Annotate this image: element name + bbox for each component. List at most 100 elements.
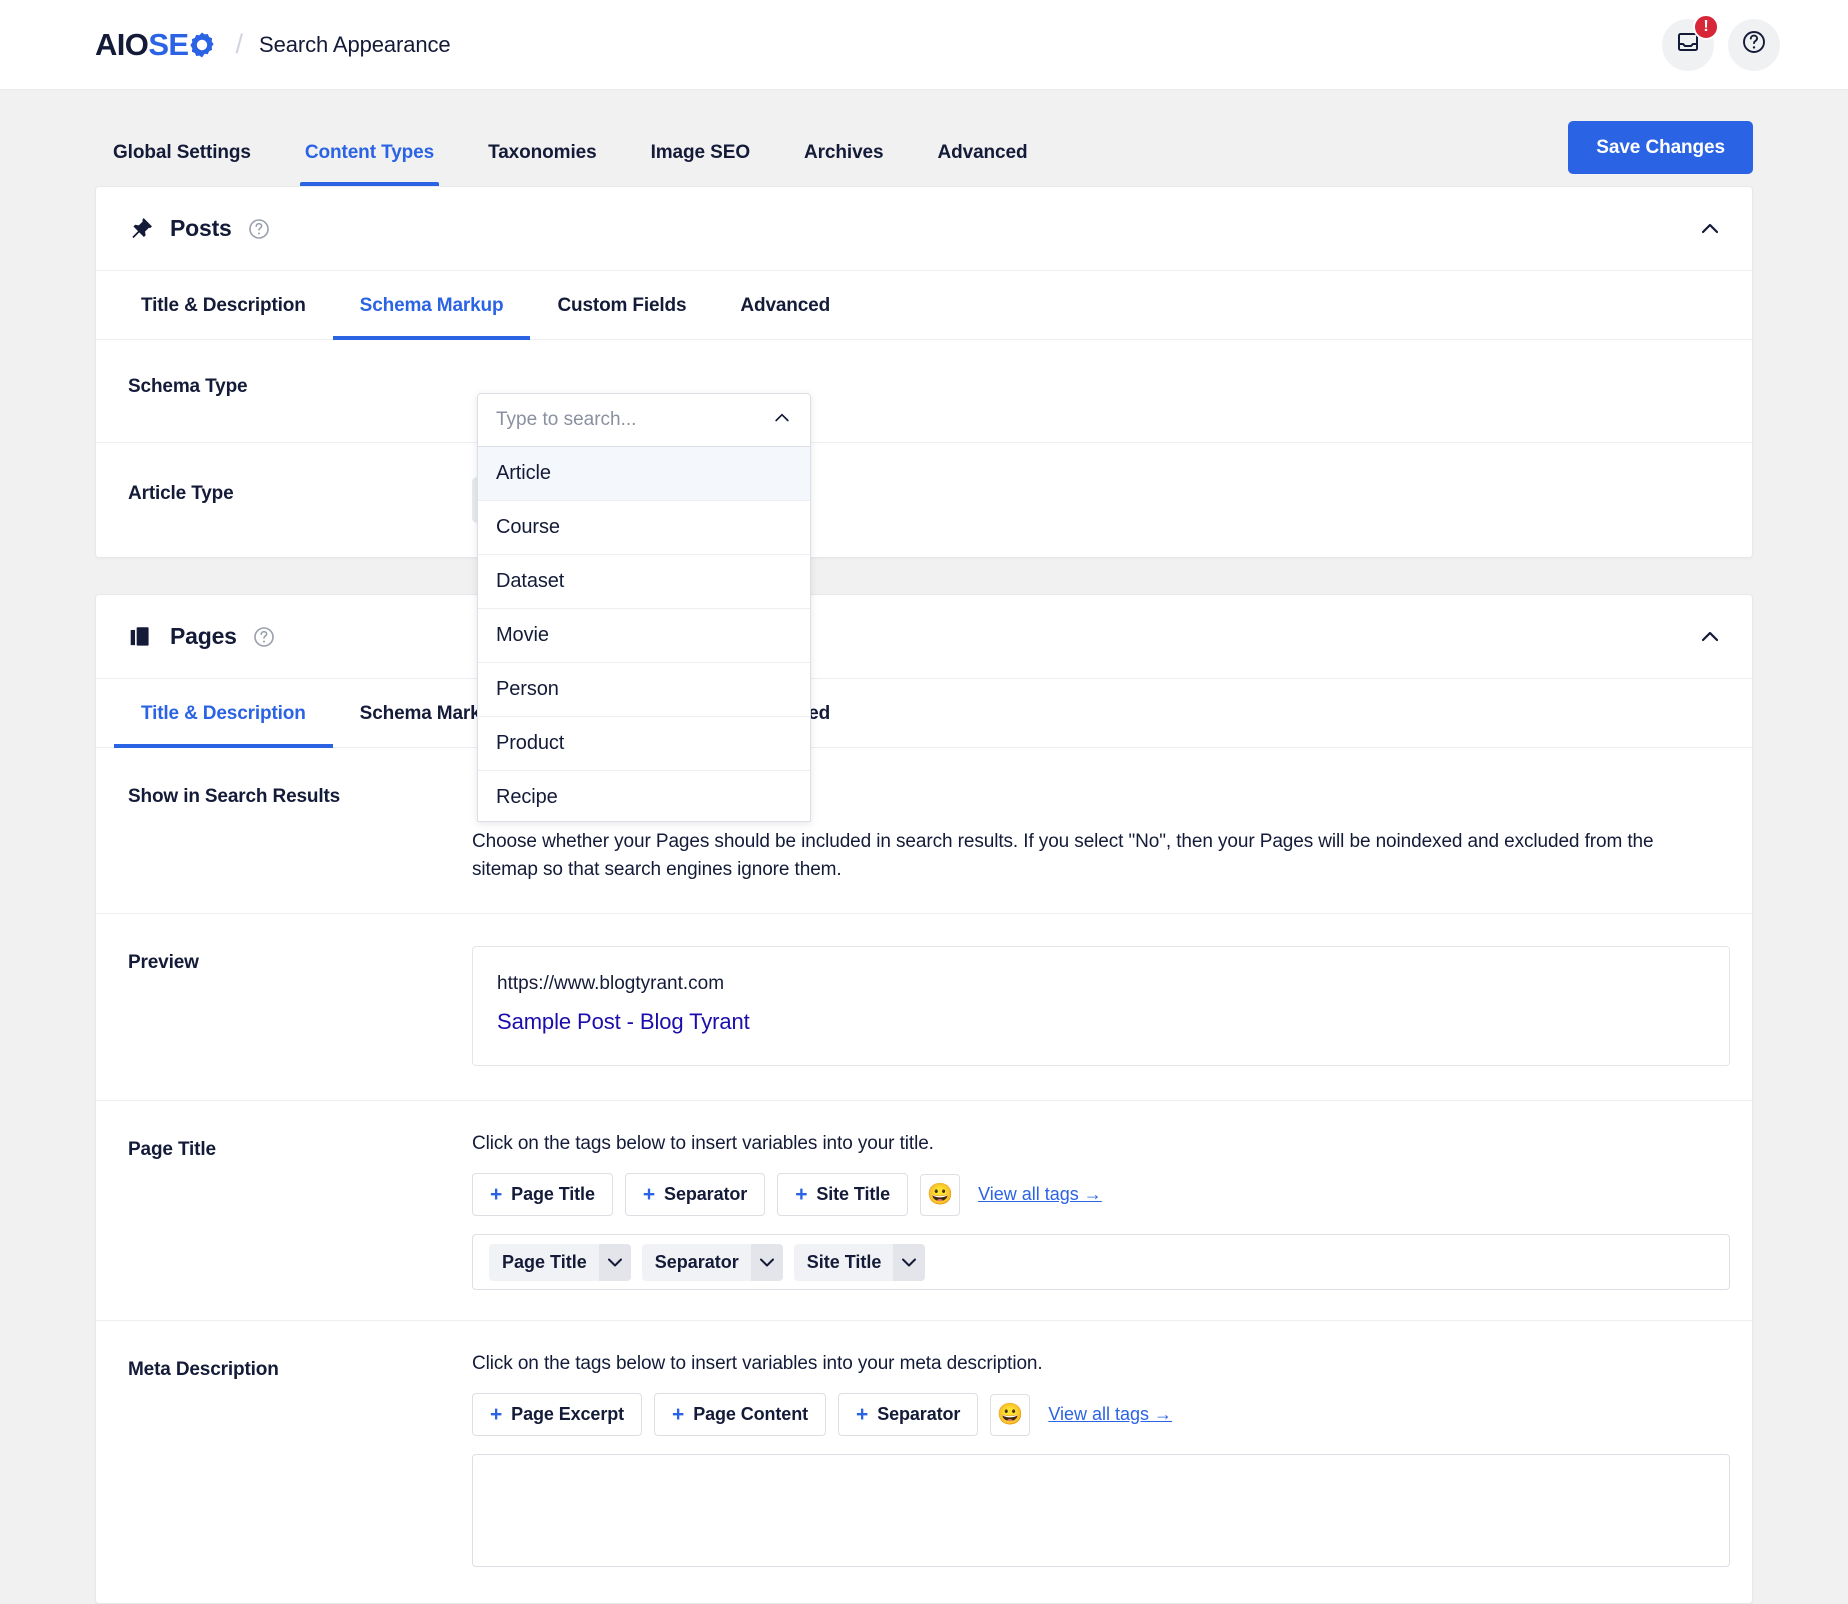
dropdown-option-person[interactable]: Person	[478, 663, 810, 717]
schema-type-option-list[interactable]: Article Course Dataset Movie Person Prod…	[477, 447, 811, 822]
tab-image-seo[interactable]: Image SEO	[650, 142, 751, 163]
help-button[interactable]	[1728, 18, 1780, 71]
pages-subtab-schema-markup[interactable]: Schema Markup	[359, 703, 504, 724]
tab-taxonomies[interactable]: Taxonomies	[488, 142, 597, 163]
schema-type-row: Schema Type	[96, 340, 1752, 443]
grinning-face-icon[interactable]: 😀	[920, 1173, 961, 1216]
token-site-title[interactable]: Site Title	[793, 1243, 926, 1281]
pushpin-icon	[128, 216, 154, 242]
article-type-row: Article Type le	[96, 443, 1752, 557]
posts-card-header[interactable]: Posts	[96, 187, 1752, 271]
insert-tag-site-title-button[interactable]: + Site Title	[777, 1173, 909, 1217]
pages-card: Pages Title & Description Schema Markup …	[95, 594, 1753, 1604]
view-all-tags-link[interactable]: View all tags →	[978, 1184, 1102, 1205]
tag-label: Page Content	[693, 1404, 809, 1425]
token-label: Separator	[654, 1251, 739, 1272]
tab-content-types[interactable]: Content Types	[278, 142, 461, 186]
meta-description-row: Meta Description Click on the tags below…	[96, 1321, 1752, 1603]
chevron-up-icon[interactable]	[772, 408, 792, 433]
preview-url: https://www.blogtyrant.com	[497, 973, 725, 995]
pages-subtabs: Title & Description Schema Markup Custom…	[96, 679, 1752, 748]
schema-type-search-box[interactable]	[477, 393, 811, 447]
meta-description-textarea[interactable]	[472, 1454, 1730, 1568]
token-label: Page Title	[502, 1251, 587, 1272]
plus-icon: +	[795, 1183, 808, 1207]
pages-card-title: Pages	[170, 623, 237, 649]
dropdown-option-course[interactable]: Course	[478, 501, 810, 555]
page-title-token-input[interactable]: Page Title Separator Site Title	[472, 1234, 1730, 1291]
page-title-label: Page Title	[128, 1139, 216, 1161]
preview-row: Preview https://www.blogtyrant.com Sampl…	[96, 914, 1752, 1102]
aioseo-logo[interactable]: AIO SE	[95, 27, 215, 63]
insert-tag-separator-button[interactable]: + Separator	[838, 1393, 979, 1437]
page-title-row: Page Title Click on the tags below to in…	[96, 1101, 1752, 1322]
chevron-up-icon[interactable]	[1698, 217, 1722, 241]
tag-label: Page Title	[511, 1184, 595, 1205]
breadcrumb-separator: /	[235, 29, 243, 59]
insert-tag-separator-button[interactable]: + Separator	[624, 1173, 766, 1217]
grinning-face-icon[interactable]: 😀	[990, 1393, 1031, 1436]
search-preview-box: https://www.blogtyrant.com Sample Post -…	[472, 946, 1730, 1067]
preview-body: https://www.blogtyrant.com Sample Post -…	[472, 946, 1730, 1067]
question-circle-icon[interactable]	[248, 218, 270, 240]
pages-stack-icon	[128, 624, 154, 650]
posts-subtab-advanced[interactable]: Advanced	[740, 295, 831, 316]
posts-subtab-title-description[interactable]: Title & Description	[141, 295, 306, 316]
insert-tag-page-excerpt-button[interactable]: + Page Excerpt	[472, 1393, 643, 1437]
view-all-tags-link[interactable]: View all tags →	[1048, 1404, 1173, 1425]
token-separator[interactable]: Separator	[641, 1243, 783, 1281]
inbox-icon	[1676, 30, 1700, 59]
save-changes-button[interactable]: Save Changes	[1568, 121, 1753, 174]
dropdown-option-recipe[interactable]: Recipe	[478, 771, 810, 821]
show-in-search-description: Choose whether your Pages should be incl…	[472, 831, 1654, 880]
plus-icon: +	[642, 1183, 656, 1207]
page-title-body: Click on the tags below to insert variab…	[472, 1133, 1730, 1291]
show-in-search-results-label: Show in Search Results	[128, 786, 341, 807]
chevron-down-icon[interactable]	[893, 1243, 926, 1281]
logo-se-text: SE	[148, 26, 189, 62]
notifications-button[interactable]: !	[1662, 13, 1719, 71]
posts-card: Posts Title & Description Schema Markup …	[95, 186, 1753, 558]
page-title-tag-row: + Page Title + Separator + Site Title 😀 Vie…	[472, 1173, 1720, 1217]
schema-type-dropdown: Article Course Dataset Movie Person Prod…	[477, 393, 811, 822]
page-title: Search Appearance	[259, 31, 451, 57]
dropdown-option-product[interactable]: Product	[478, 717, 810, 771]
tag-label: Site Title	[816, 1184, 891, 1205]
plus-icon: +	[490, 1403, 503, 1427]
tag-label: Page Excerpt	[511, 1404, 625, 1425]
posts-card-title: Posts	[170, 215, 232, 241]
dropdown-option-article[interactable]: Article	[478, 447, 810, 501]
show-in-search-results-row: Show in Search Results Choose whether yo…	[96, 748, 1752, 915]
chevron-down-icon[interactable]	[598, 1243, 631, 1281]
chevron-up-icon[interactable]	[1698, 625, 1722, 649]
question-mark-icon	[1741, 29, 1767, 60]
posts-subtabs: Title & Description Schema Markup Custom…	[96, 271, 1752, 340]
page-title-instruction: Click on the tags below to insert variab…	[472, 1133, 934, 1155]
dropdown-option-dataset[interactable]: Dataset	[478, 555, 810, 609]
page-content: Global Settings Content Types Taxonomies…	[0, 90, 1848, 1604]
pages-subtab-title-description[interactable]: Title & Description	[114, 679, 333, 748]
gear-o-icon	[189, 32, 215, 58]
tab-archives[interactable]: Archives	[804, 142, 884, 163]
insert-tag-page-content-button[interactable]: + Page Content	[654, 1393, 827, 1437]
topbar-actions: !	[1662, 13, 1780, 71]
dropdown-option-movie[interactable]: Movie	[478, 609, 810, 663]
pages-card-header[interactable]: Pages	[96, 595, 1752, 679]
insert-tag-page-title-button[interactable]: + Page Title	[472, 1173, 613, 1217]
chevron-down-icon[interactable]	[750, 1243, 783, 1281]
meta-description-tag-row: + Page Excerpt + Page Content + Separator 😀…	[472, 1393, 1720, 1437]
brand: AIO SE / Search Appearance	[95, 27, 451, 63]
token-page-title[interactable]: Page Title	[489, 1243, 631, 1281]
plus-icon: +	[856, 1403, 869, 1427]
tab-advanced[interactable]: Advanced	[937, 142, 1028, 163]
tab-global-settings[interactable]: Global Settings	[113, 142, 251, 163]
posts-subtab-schema-markup[interactable]: Schema Markup	[332, 271, 531, 340]
preview-label: Preview	[128, 952, 199, 974]
question-circle-icon[interactable]	[253, 626, 275, 648]
schema-type-search-input[interactable]	[496, 409, 772, 431]
meta-description-body: Click on the tags below to insert variab…	[472, 1353, 1730, 1568]
posts-subtab-custom-fields[interactable]: Custom Fields	[557, 295, 687, 316]
preview-title[interactable]: Sample Post - Blog Tyrant	[497, 1009, 750, 1035]
show-in-search-results-body: Choose whether your Pages should be incl…	[472, 780, 1720, 883]
tag-label: Separator	[877, 1404, 961, 1425]
